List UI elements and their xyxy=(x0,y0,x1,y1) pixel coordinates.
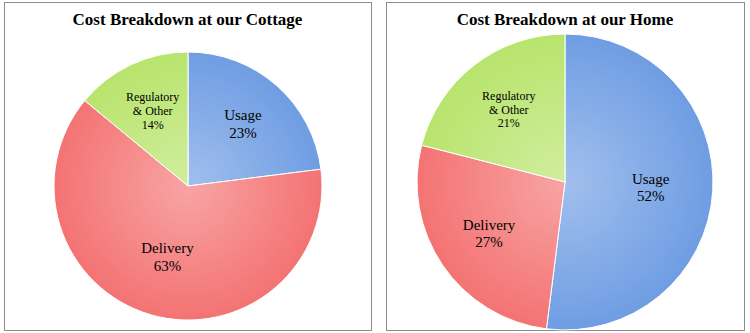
category-label: Regulatory xyxy=(482,89,535,103)
page: {"chart_data": [ {"type": "pie", "title"… xyxy=(0,0,750,333)
value-label: 63% xyxy=(154,258,182,274)
chart-canvas: Cost Breakdown at our Cottage Usage 23% Del… xyxy=(0,0,750,333)
data-label: Usage52% xyxy=(632,171,670,204)
value-label: 14% xyxy=(142,118,164,132)
category-label: Delivery xyxy=(463,217,516,233)
chart-frame xyxy=(387,3,745,331)
slices xyxy=(54,52,322,320)
value-label: 52% xyxy=(637,188,665,204)
data-label: Regulatory& Other14% xyxy=(126,90,179,132)
value-label: 27% xyxy=(475,234,503,250)
category-label: Regulatory xyxy=(126,90,179,104)
data-label: Regulatory& Other21% xyxy=(482,89,535,131)
data-labels: Usage52% Delivery27% Regulatory& Other21% xyxy=(463,89,670,251)
chart-title: Cost Breakdown at our Cottage xyxy=(73,10,303,29)
pie-slice xyxy=(546,34,713,330)
pie-chart: Cost Breakdown at our Home Usage52% Delive… xyxy=(387,3,745,331)
pie-slice xyxy=(188,52,321,186)
chart-title: Cost Breakdown at our Home xyxy=(457,10,674,29)
category-label: Usage xyxy=(632,171,670,187)
pie-slice xyxy=(422,34,565,182)
value-label: 23% xyxy=(229,125,257,141)
chart-frame xyxy=(5,3,372,331)
pie-chart: Cost Breakdown at our Cottage Usage 23% Del… xyxy=(5,3,372,331)
slices xyxy=(417,34,713,330)
data-labels: Usage 23% Delivery 63% Regulatory& Other14% xyxy=(126,90,262,273)
category-label: Delivery xyxy=(141,240,194,256)
category-label: & Other xyxy=(133,104,173,118)
data-label: Usage 23% xyxy=(224,107,262,140)
category-label: Usage xyxy=(224,107,262,123)
data-label: Delivery27% xyxy=(463,217,516,250)
category-label: & Other xyxy=(489,103,529,117)
value-label: 21% xyxy=(498,116,520,130)
pie-slice xyxy=(85,52,188,186)
data-label: Delivery 63% xyxy=(141,240,194,273)
